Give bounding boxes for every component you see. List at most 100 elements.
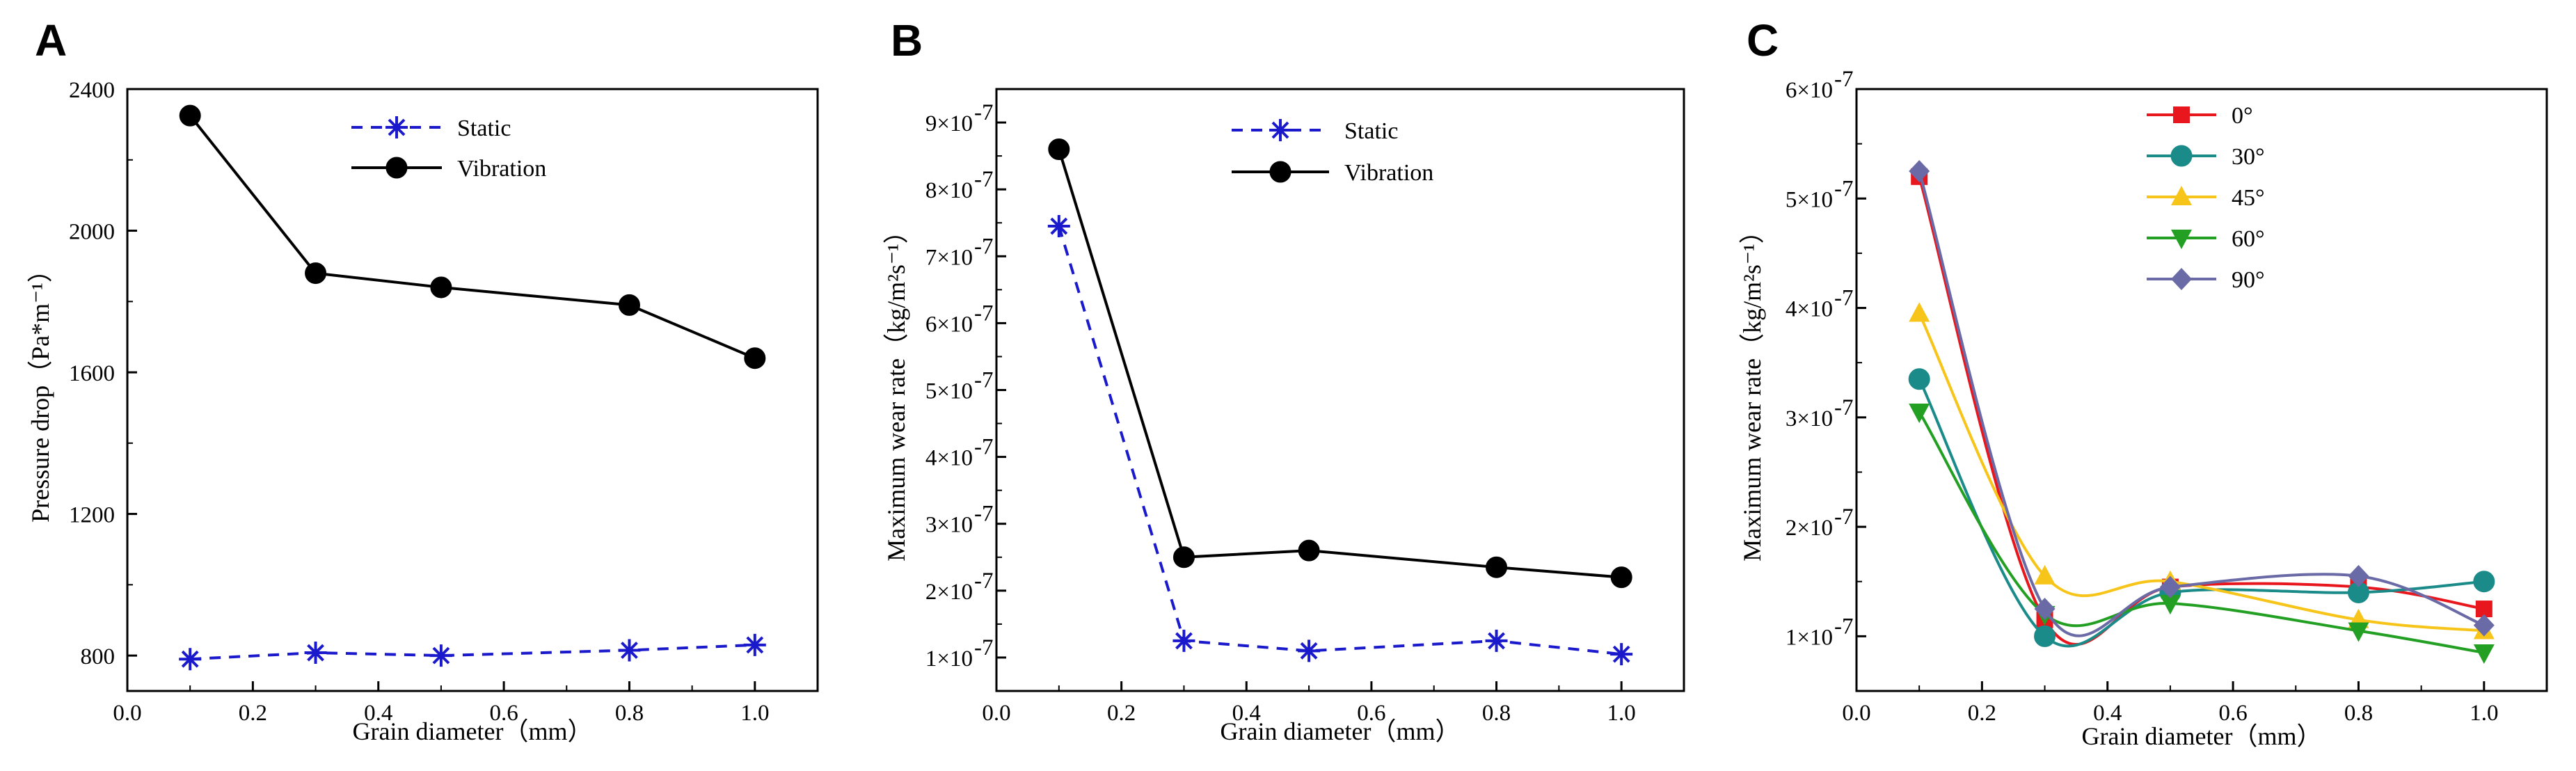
data-point <box>2034 564 2056 585</box>
x-tick-label: 0.4 <box>364 701 392 726</box>
data-point <box>430 276 452 299</box>
x-tick-label: 0.0 <box>982 701 1010 726</box>
y-tick-exponent: -7 <box>974 167 994 192</box>
x-tick-label: 0.4 <box>2093 701 2122 726</box>
data-point <box>1298 539 1320 562</box>
series-line <box>1918 312 2484 633</box>
y-tick-exponent: -7 <box>974 100 994 125</box>
plot-frame <box>126 88 819 692</box>
data-point <box>1610 643 1633 666</box>
data-point <box>1048 138 1070 160</box>
x-tick-label: 0.0 <box>113 701 141 726</box>
y-tick-exponent: -7 <box>974 368 994 393</box>
legend-label: 0° <box>2232 103 2253 129</box>
y-tick-label: 2×10 <box>1786 516 1833 541</box>
x-tick-label: 0.6 <box>1357 701 1385 726</box>
y-tick-label: 9×10 <box>925 111 973 136</box>
x-tick-label: 0.2 <box>1107 701 1136 726</box>
data-point <box>1486 556 1508 578</box>
y-tick-exponent: -7 <box>1834 504 1854 530</box>
y-tick-exponent: -7 <box>1834 614 1854 639</box>
y-tick-label: 1×10 <box>1786 625 1833 650</box>
y-tick-label: 2000 <box>69 220 115 245</box>
y-tick-exponent: -7 <box>1834 176 1854 201</box>
data-point <box>1047 215 1070 238</box>
legend-label: 60° <box>2232 226 2265 252</box>
legend-marker <box>2171 230 2192 249</box>
y-tick-label: 1×10 <box>925 646 973 671</box>
panel-letter: A <box>35 15 67 65</box>
y-tick-exponent: -7 <box>974 435 994 460</box>
panel-letter: B <box>891 15 923 65</box>
legend-marker <box>1269 119 1291 141</box>
legend-label: Vibration <box>1344 160 1433 186</box>
series-0 <box>1911 168 2492 646</box>
legend-marker <box>2173 106 2190 123</box>
legend-marker <box>1269 161 1291 183</box>
y-tick-label: 2×10 <box>925 580 973 605</box>
y-tick-label: 3×10 <box>925 513 973 538</box>
data-point <box>2348 564 2369 587</box>
data-point <box>1485 629 1508 652</box>
legend-marker <box>2170 145 2193 167</box>
series-line <box>1057 225 1622 656</box>
panel-a: A 0.0 0.2 0.4 0.6 0.8 1.0 800 1200 1600 2000 2400 Gr… <box>26 15 819 745</box>
data-point <box>2348 622 2369 642</box>
legend-marker <box>385 116 408 138</box>
y-tick-exponent: -7 <box>974 301 994 326</box>
x-tick-label: 0.8 <box>1482 701 1511 726</box>
series-0 <box>1047 215 1633 666</box>
data-point <box>1610 566 1632 589</box>
x-tick-label: 1.0 <box>740 701 769 726</box>
data-point <box>618 639 641 662</box>
y-tick-exponent: -7 <box>974 635 994 660</box>
series-line <box>189 114 756 360</box>
y-tick-label: 800 <box>81 644 116 669</box>
plot-frame <box>1855 88 2548 692</box>
x-tick-label: 1.0 <box>1607 701 1636 726</box>
y-tick-exponent: -7 <box>974 234 994 259</box>
data-point <box>2159 595 2181 615</box>
y-tick-label: 4×10 <box>925 446 973 471</box>
y-tick-label: 4×10 <box>1786 297 1833 322</box>
legend-label: Vibration <box>457 156 546 182</box>
y-tick-label: 2400 <box>69 78 115 103</box>
y-tick-label: 1600 <box>69 361 115 386</box>
data-point <box>2473 571 2495 593</box>
x-tick-label: 0.2 <box>239 701 267 726</box>
data-point <box>2473 614 2495 637</box>
y-tick-exponent: -7 <box>974 502 994 527</box>
data-point <box>618 294 640 316</box>
x-tick-label: 0.4 <box>1232 701 1261 726</box>
y-tick-label: 1200 <box>69 503 115 528</box>
x-tick-label: 0.6 <box>489 701 518 726</box>
x-axis-title: Grain diameter（mm） <box>353 717 593 745</box>
panel-b: B0.0 0.2 0.4 0.6 0.8 1.01×10 -72×10 -73×10 -74×1… <box>882 15 1685 745</box>
x-tick-label: 0.8 <box>2344 701 2373 726</box>
data-point <box>2473 644 2495 664</box>
data-point <box>743 633 766 656</box>
data-point <box>1172 546 1195 569</box>
legend-label: 45° <box>2232 185 2265 211</box>
y-tick-label: 5×10 <box>925 379 973 404</box>
series-0 <box>179 633 766 671</box>
y-axis-title: Maximum wear rate（kg/m²s⁻¹） <box>1738 218 1766 562</box>
y-axis-title: Maximum wear rate（kg/m²s⁻¹） <box>882 218 910 562</box>
panel-letter: C <box>1747 15 1779 65</box>
legend-label: Static <box>457 116 511 141</box>
data-point <box>1298 639 1321 662</box>
y-tick-exponent: -7 <box>974 569 994 594</box>
series-line <box>1057 148 1622 579</box>
data-point <box>2034 598 2056 621</box>
data-point <box>1909 403 1930 423</box>
data-point <box>1908 368 1930 390</box>
legend-label: Static <box>1344 118 1398 144</box>
data-point <box>744 347 766 369</box>
data-point <box>304 642 327 665</box>
plot-frame <box>995 88 1685 692</box>
data-point <box>1909 159 1930 182</box>
data-point <box>179 104 201 127</box>
y-tick-label: 7×10 <box>925 245 973 270</box>
series-line <box>1918 170 2485 637</box>
legend-label: 30° <box>2232 144 2265 170</box>
